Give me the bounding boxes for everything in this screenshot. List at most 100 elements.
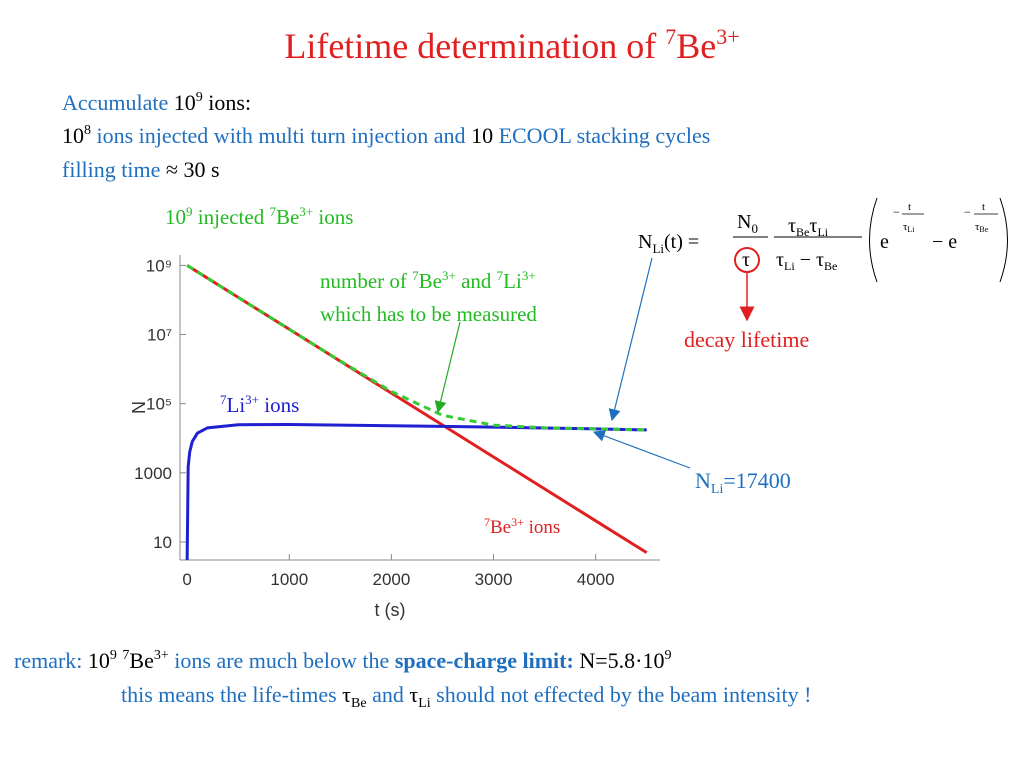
a-part: N	[695, 468, 711, 493]
formula-e1-t: t	[908, 201, 911, 213]
y-tick-label: 10	[153, 533, 172, 552]
annotation: NLi=17400	[695, 468, 791, 497]
f-part: τ	[776, 249, 784, 271]
arrow	[608, 257, 653, 422]
a-sup: 7	[412, 268, 419, 283]
r-sub: Be	[351, 696, 367, 711]
r-part: Be	[129, 648, 153, 673]
title-charge: 3+	[716, 24, 739, 49]
x-axis-label: t (s)	[375, 600, 406, 620]
y-tick-label: 1000	[134, 464, 172, 483]
y-tick-label: 10⁷	[147, 326, 172, 345]
formula: NLi(t) = N0 τ τBeτLi τLi − τBe e − t τLi…	[638, 197, 1008, 283]
paren	[999, 197, 1008, 283]
info-text: 10	[466, 123, 499, 148]
formula-num: τBeτLi	[788, 215, 829, 239]
f-part: τ	[903, 221, 908, 233]
title: Lifetime determination of 7Be3+	[284, 24, 739, 66]
info-text: filling time	[62, 157, 160, 182]
a-sup: 7	[220, 392, 227, 407]
formula-e1-minus: −	[893, 205, 900, 219]
info-text: 10	[174, 90, 196, 115]
r-sup: 3+	[154, 648, 169, 663]
f-sub: Li	[784, 259, 795, 273]
a-part: 10	[165, 205, 186, 229]
f-part: − τ	[795, 249, 824, 271]
formula-e2-den: τBe	[975, 221, 989, 234]
info-sup: 9	[196, 90, 203, 105]
f-sub: Be	[979, 225, 988, 234]
title-mass: 7	[665, 24, 676, 49]
series-line	[185, 422, 647, 561]
r-sup: 9	[110, 648, 117, 663]
a-sup: 7	[269, 204, 276, 219]
a-part: =17400	[723, 468, 790, 493]
a-part: Li	[227, 393, 246, 417]
info-line: filling time ≈ 30 s	[62, 157, 220, 182]
formula-e2-minus: −	[964, 205, 971, 219]
info-line: 108 ions injected with multi turn inject…	[62, 123, 710, 148]
f-part: (t) =	[664, 231, 699, 253]
x-tick-label: 2000	[372, 570, 410, 589]
formula-e1-den: τLi	[903, 221, 915, 234]
a-part: number of	[320, 269, 412, 293]
info-text: 10	[62, 123, 84, 148]
a-sup: 7	[497, 268, 504, 283]
f-sub: Be	[796, 225, 809, 239]
formula-e1: e	[880, 231, 889, 253]
title-element: Be	[676, 26, 716, 66]
formula-tau: τ	[742, 249, 750, 271]
chart: 10 1000 10⁵ 10⁷ 10⁹ 0 1000 2000 3000 4000 t (s) N	[129, 255, 660, 620]
f-part: N	[638, 231, 652, 253]
a-part: Be	[276, 205, 299, 229]
remark-line: this means the life-times τBe and τLi sh…	[121, 682, 811, 711]
info-text: ≈ 30 s	[160, 157, 219, 182]
a-part: Be	[419, 269, 442, 293]
r-part: τ	[342, 682, 351, 707]
a-sup: 3+	[511, 515, 524, 529]
f-sub: Li	[907, 225, 915, 234]
f-part: τ	[788, 215, 796, 237]
r-part: should not effected by the beam intensit…	[431, 682, 812, 707]
f-sub: Li	[817, 225, 828, 239]
x-tick-label: 1000	[270, 570, 308, 589]
r-sup: 9	[664, 648, 671, 663]
x-tick-label: 4000	[577, 570, 615, 589]
arrow	[592, 430, 691, 469]
a-part: and	[456, 269, 497, 293]
f-sub: Li	[652, 241, 664, 256]
a-part: ions	[313, 205, 353, 229]
annotation: 109 injected 7Be3+ ions	[165, 204, 353, 229]
info-text: ions:	[203, 90, 251, 115]
remark-line: remark: 109 7Be3+ ions are much below th…	[14, 639, 671, 673]
a-part: Be	[490, 517, 511, 538]
r-part: 10	[88, 648, 110, 673]
series-line	[186, 264, 647, 432]
formula-lhs: NLi(t) =	[638, 231, 699, 256]
r-part: remark:	[14, 648, 82, 673]
paren	[869, 197, 878, 283]
formula-e2: − e	[932, 231, 957, 253]
r-part: and	[367, 682, 410, 707]
a-sup: 7	[484, 515, 490, 529]
x-tick-label: 0	[182, 570, 191, 589]
formula-e2-t: t	[982, 201, 985, 213]
y-axis-label: N	[129, 401, 149, 414]
formula-den: τLi − τBe	[776, 249, 837, 273]
formula-n0: N0	[737, 211, 758, 236]
r-sup: 7	[122, 648, 129, 663]
a-sub: Li	[711, 482, 724, 497]
a-sup: 3+	[442, 268, 456, 283]
r-part: N=5.8·10	[574, 648, 665, 673]
info-text: ions injected with multi turn injection …	[91, 123, 466, 148]
y-tick-label: 10⁵	[146, 395, 172, 414]
annotation: 7Li3+ ions	[220, 392, 299, 417]
info-text: ECOOL stacking cycles	[499, 123, 711, 148]
annotation: which has to be measured	[320, 302, 537, 326]
a-sup: 3+	[522, 268, 536, 283]
a-sup: 9	[186, 204, 193, 219]
decay-label: decay lifetime	[684, 327, 809, 352]
r-part: space-charge limit:	[395, 648, 574, 673]
f-sub: Be	[824, 259, 837, 273]
